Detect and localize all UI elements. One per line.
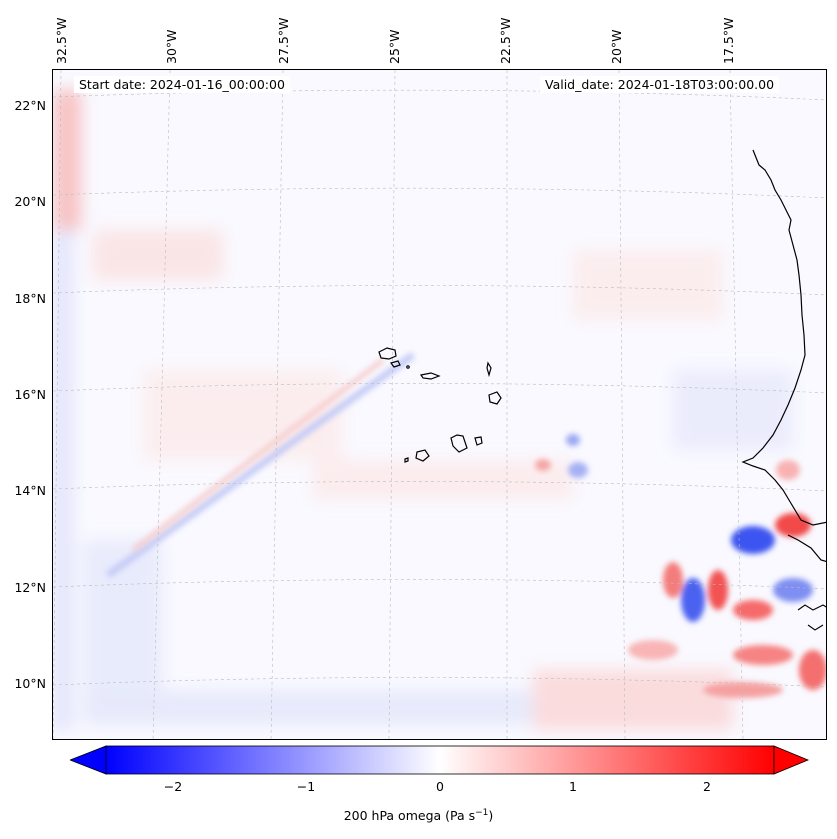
start-date-label: Start date: 2024-01-16_00:00:00: [74, 76, 290, 93]
colorbar-tick: 2: [703, 779, 711, 794]
islands: [378, 347, 502, 463]
lat-label: 22°N: [14, 98, 46, 113]
lat-label: 12°N: [14, 580, 46, 595]
lon-label: 17.5°W: [721, 17, 736, 64]
colorbar-tick: 0: [436, 779, 444, 794]
lat-label: 10°N: [14, 676, 46, 691]
lon-label: 32.5°W: [54, 17, 69, 64]
colorbar-tick: −1: [296, 779, 316, 794]
colorbar-tick: −2: [163, 779, 183, 794]
lon-label: 30°W: [164, 29, 179, 64]
lon-label: 27.5°W: [276, 17, 291, 64]
omega-field: [53, 70, 826, 739]
lat-label: 16°N: [14, 387, 46, 402]
lon-label: 25°W: [387, 29, 402, 64]
lon-label: 22.5°W: [498, 17, 513, 64]
map-panel[interactable]: [52, 69, 827, 740]
colorbar: [70, 745, 810, 775]
lat-label: 18°N: [14, 291, 46, 306]
colorbar-title: 200 hPa omega (Pa s−1): [343, 808, 494, 824]
lat-label: 20°N: [14, 194, 46, 209]
valid-date-label: Valid_date: 2024-01-18T03:00:00.00: [540, 76, 780, 93]
colorbar-tick: 1: [569, 779, 577, 794]
lon-label: 20°W: [609, 29, 624, 64]
lat-label: 14°N: [14, 483, 46, 498]
